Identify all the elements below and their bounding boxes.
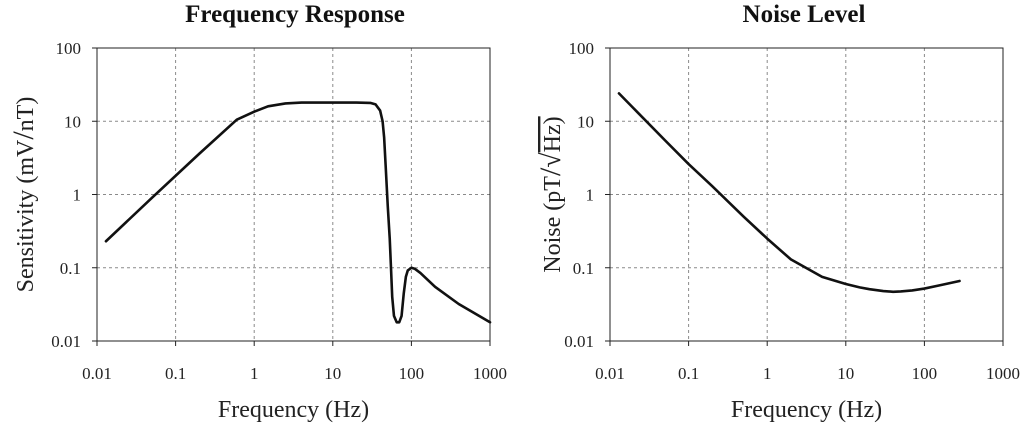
chart-title: Frequency Response — [185, 1, 405, 28]
y-axis-label-part: √ — [536, 152, 567, 168]
x-tick-label: 10 — [324, 364, 341, 383]
y-axis-label-part: / — [7, 131, 40, 140]
y-tick-label: 0.01 — [51, 332, 81, 351]
y-axis-label-part: Noise (pT — [540, 176, 566, 273]
y-axis-label-part: / — [534, 167, 567, 176]
y-axis-label-part: Sensitivity (mV — [13, 139, 39, 292]
x-axis-label: Frequency (Hz) — [731, 397, 882, 423]
y-axis-label-part: nT) — [13, 97, 39, 132]
sensitivity-curve — [104, 101, 492, 324]
x-tick-label: 100 — [912, 364, 938, 383]
plot-frame — [609, 47, 1004, 342]
y-axis-label-part: Hz) — [540, 116, 566, 152]
x-tick-label: 0.1 — [165, 364, 186, 383]
y-tick-label: 0.1 — [573, 259, 594, 278]
y-tick-label: 100 — [56, 39, 82, 58]
y-tick-label: 1 — [586, 186, 595, 205]
x-tick-label: 10 — [837, 364, 854, 383]
x-axis-label: Frequency (Hz) — [218, 397, 369, 423]
y-tick-label: 0.1 — [60, 259, 81, 278]
y-tick-label: 10 — [577, 112, 594, 131]
y-axis-label: Sensitivity (mV/nT) — [7, 97, 40, 293]
frequency-response-chart: Frequency Response 0.01 0.1 1 10 100 1000 0.01 0… — [7, 1, 507, 423]
y-tick-label: 100 — [569, 39, 595, 58]
x-tick-label: 1000 — [473, 364, 507, 383]
x-tick-label: 1 — [763, 364, 772, 383]
chart-title: Noise Level — [743, 1, 866, 28]
x-tick-label: 0.01 — [82, 364, 112, 383]
x-tick-label: 1000 — [986, 364, 1020, 383]
x-tick-label: 0.01 — [595, 364, 625, 383]
y-tick-label: 0.01 — [564, 332, 594, 351]
noise-curve — [617, 92, 961, 294]
x-tick-label: 0.1 — [678, 364, 699, 383]
y-tick-label: 1 — [73, 186, 82, 205]
noise-level-chart: Noise Level 0.01 0.1 1 10 100 1000 0.01 0.1 1 10 10… — [534, 1, 1020, 423]
y-axis-label: Noise (pT/√Hz) — [534, 116, 567, 272]
x-tick-label: 100 — [399, 364, 425, 383]
x-tick-label: 1 — [250, 364, 259, 383]
y-tick-label: 10 — [64, 112, 81, 131]
